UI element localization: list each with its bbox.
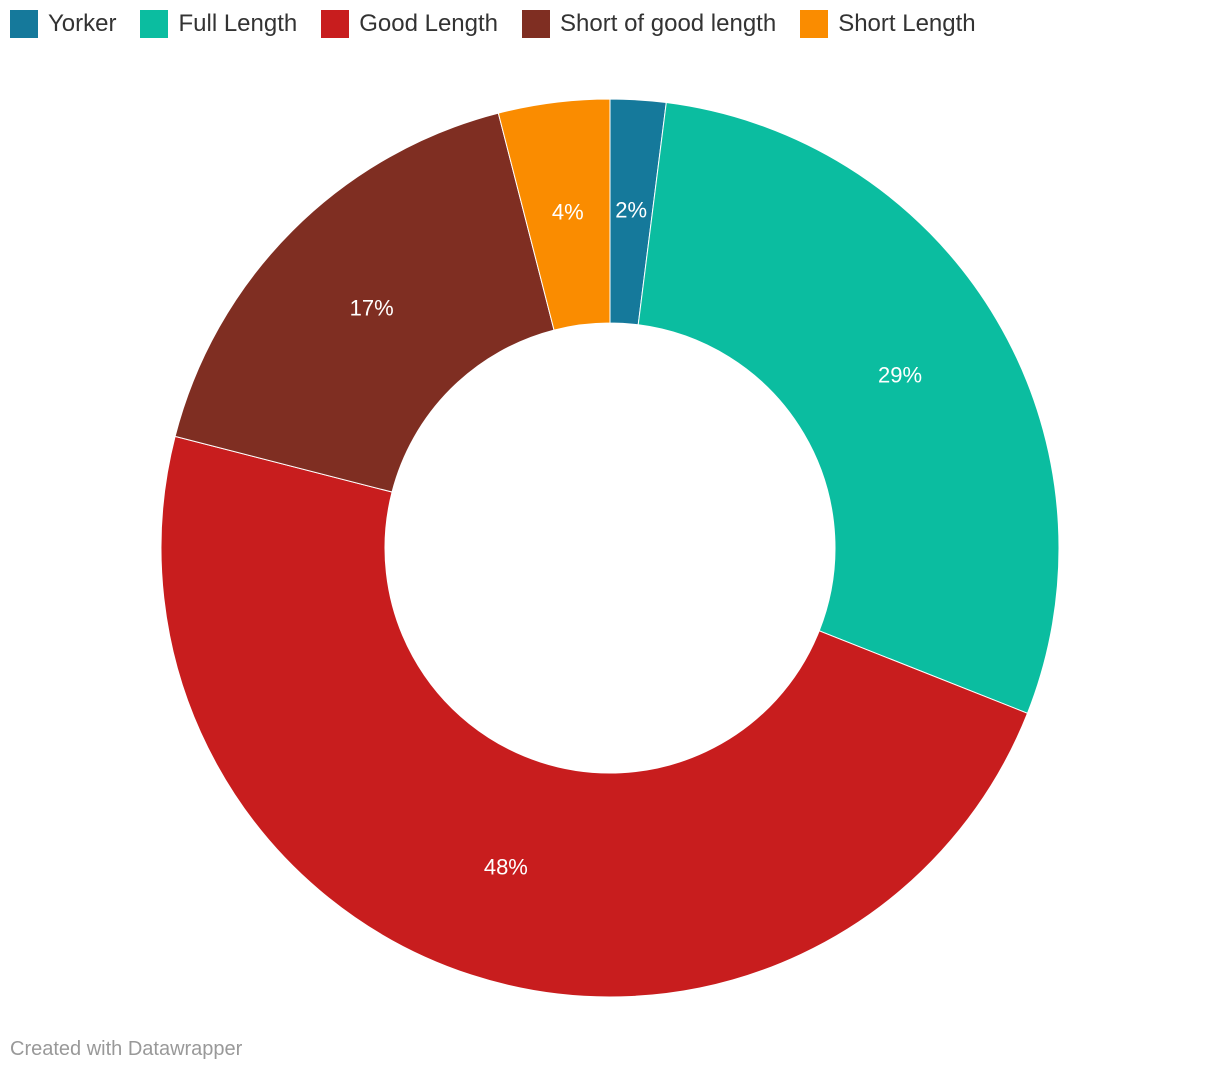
legend-swatch bbox=[10, 10, 38, 38]
legend-swatch bbox=[140, 10, 169, 38]
legend-item: Short of good length bbox=[522, 8, 776, 40]
legend-label: Good Length bbox=[359, 10, 499, 37]
slice bbox=[174, 112, 555, 493]
legend-item: Short Length bbox=[800, 8, 976, 40]
value-label: 48% bbox=[484, 854, 528, 879]
slice bbox=[497, 98, 611, 331]
legend: Yorker Full Length Good Length Short of goo… bbox=[10, 8, 976, 40]
legend-item: Good Length bbox=[321, 8, 498, 40]
legend-label: Yorker bbox=[48, 10, 117, 37]
value-label: 4% bbox=[552, 199, 584, 224]
legend-swatch bbox=[800, 10, 829, 38]
legend-label: Short of good length bbox=[560, 10, 777, 37]
legend-item: Yorker bbox=[10, 8, 116, 40]
legend-swatch bbox=[321, 10, 350, 38]
value-label: 2% bbox=[615, 197, 647, 222]
legend-label: Full Length bbox=[178, 10, 298, 37]
credit: Created with Datawrapper bbox=[10, 1038, 243, 1060]
slice bbox=[637, 101, 1060, 714]
legend-label: Short Length bbox=[838, 10, 976, 37]
slice bbox=[160, 435, 1029, 998]
legend-item: Full Length bbox=[140, 8, 297, 40]
legend-swatch bbox=[522, 10, 551, 38]
value-label: 29% bbox=[878, 362, 922, 387]
value-label: 17% bbox=[350, 296, 394, 321]
